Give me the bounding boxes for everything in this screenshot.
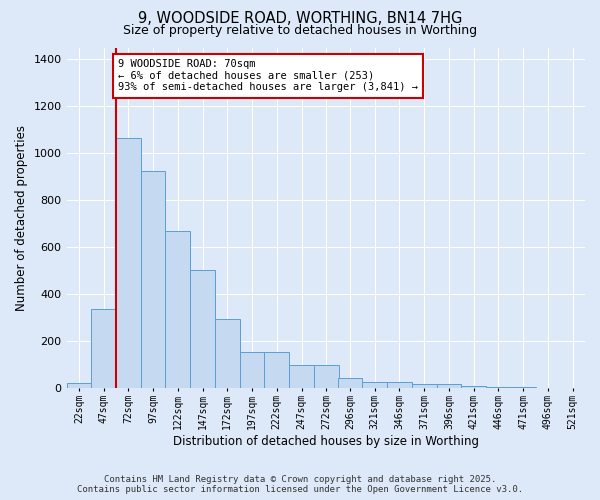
Bar (437, 384, 461, 388)
Text: 9 WOODSIDE ROAD: 70sqm
← 6% of detached houses are smaller (253)
93% of semi-det: 9 WOODSIDE ROAD: 70sqm ← 6% of detached … (118, 59, 418, 92)
Bar (239, 352, 265, 388)
Bar (166, 231, 190, 388)
Bar (67, 384, 91, 388)
Bar (190, 270, 215, 388)
Text: Size of property relative to detached houses in Worthing: Size of property relative to detached ho… (123, 24, 477, 37)
Bar (265, 352, 289, 388)
Bar (362, 382, 387, 388)
Bar (412, 384, 437, 388)
Bar (338, 378, 362, 388)
Y-axis label: Number of detached properties: Number of detached properties (15, 125, 28, 311)
X-axis label: Distribution of detached houses by size in Worthing: Distribution of detached houses by size … (173, 434, 479, 448)
Bar (289, 364, 314, 388)
Bar (116, 138, 141, 388)
Text: Contains HM Land Registry data © Crown copyright and database right 2025.
Contai: Contains HM Land Registry data © Crown c… (77, 474, 523, 494)
Bar (141, 171, 166, 388)
Bar (91, 310, 116, 388)
Bar (486, 387, 511, 388)
Bar (314, 364, 338, 388)
Text: 9, WOODSIDE ROAD, WORTHING, BN14 7HG: 9, WOODSIDE ROAD, WORTHING, BN14 7HG (138, 11, 462, 26)
Bar (215, 320, 239, 388)
Bar (387, 382, 412, 388)
Bar (461, 386, 486, 388)
